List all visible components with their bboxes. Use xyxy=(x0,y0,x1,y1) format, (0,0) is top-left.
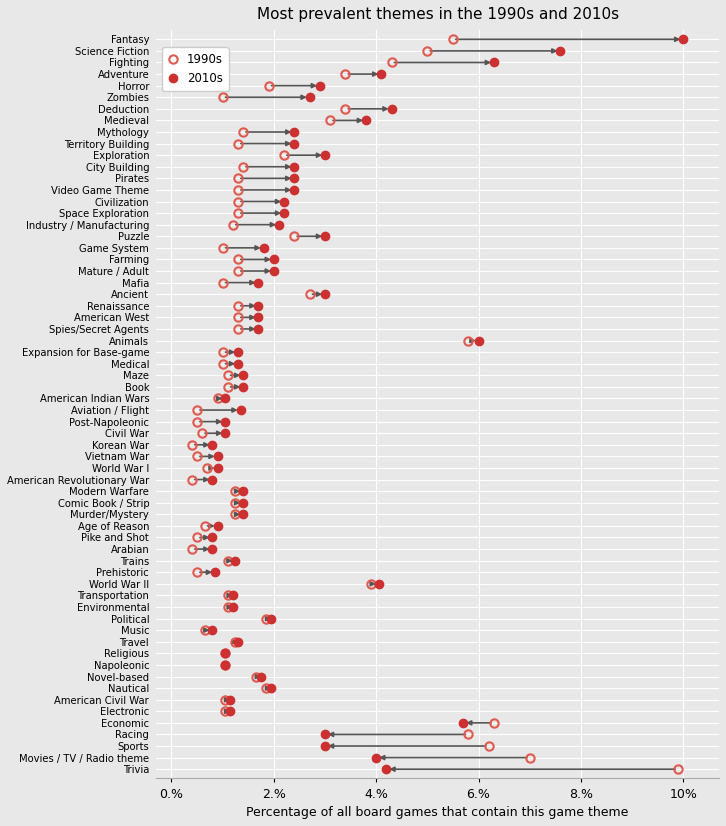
X-axis label: Percentage of all board games that contain this game theme: Percentage of all board games that conta… xyxy=(246,806,629,819)
Title: Most prevalent themes in the 1990s and 2010s: Most prevalent themes in the 1990s and 2… xyxy=(256,7,619,22)
Legend: 1990s, 2010s: 1990s, 2010s xyxy=(162,47,229,91)
